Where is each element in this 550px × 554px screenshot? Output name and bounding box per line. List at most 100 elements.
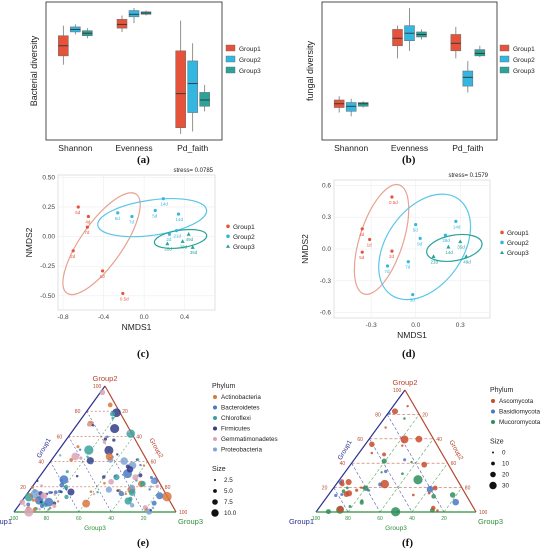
- point-label: 49d: [186, 237, 194, 242]
- data-point: [446, 244, 451, 249]
- box: [128, 10, 140, 18]
- point-label: 3d: [410, 298, 416, 303]
- legend-swatch: [213, 405, 217, 410]
- point-label: 4d: [85, 219, 91, 224]
- ternary-point: [112, 438, 116, 442]
- legend-swatch: [225, 44, 236, 52]
- ternary-point: [380, 479, 389, 489]
- ternary-point: [69, 458, 73, 462]
- size-legend-dot: [491, 461, 495, 466]
- ternary-side-label: Group2: [147, 437, 164, 460]
- group-ellipse: [426, 233, 483, 262]
- ternary-point: [52, 503, 57, 509]
- stress-label: stress= 0.1579: [448, 173, 488, 179]
- ternary-tick-label: 40: [38, 460, 44, 466]
- y-axis-label: Bacterial diversity: [29, 35, 39, 106]
- ternary-point: [26, 502, 31, 507]
- data-point: [443, 233, 448, 237]
- ternary-point: [162, 491, 172, 502]
- ternary-tick-label: 40: [136, 434, 142, 440]
- ternary-point: [92, 492, 96, 496]
- data-point: [165, 241, 170, 246]
- point-label: 2d: [389, 254, 395, 259]
- ternary-point: [360, 499, 364, 503]
- y-axis-label: fungal diversity: [305, 40, 315, 101]
- ternary-point: [129, 484, 136, 491]
- ternary-point: [106, 435, 109, 438]
- ternary-tick-label: 80: [165, 485, 171, 491]
- ternary-point: [128, 496, 133, 502]
- size-legend-label: 20: [502, 472, 510, 479]
- y-tick-label: -0.25: [40, 263, 55, 270]
- ternary-point: [75, 474, 79, 478]
- ternary-tick-label: 100: [393, 388, 402, 394]
- box: [345, 102, 357, 112]
- ternary-grid-line: [46, 411, 120, 513]
- ternary-point: [86, 456, 89, 459]
- point-label: 14d: [176, 217, 184, 222]
- ternary-point: [102, 475, 106, 479]
- ternary-point: [59, 482, 65, 488]
- ternary-axis: [404, 389, 477, 513]
- ternary-point: [156, 492, 164, 500]
- legend-label: Group1: [507, 230, 529, 237]
- x-tick-label: Evenness: [115, 143, 152, 153]
- ternary-point: [91, 423, 95, 427]
- ternary-point: [449, 492, 456, 498]
- point-label: 21d: [431, 259, 439, 264]
- ternary-point: [125, 464, 130, 469]
- ternary-point: [366, 488, 370, 491]
- ternary-point: [128, 489, 136, 496]
- data-point: [390, 195, 394, 199]
- legend-label: Group3: [507, 250, 529, 257]
- ternary-point: [64, 494, 69, 500]
- ternary-point: [413, 475, 423, 485]
- data-point: [406, 260, 410, 264]
- box: [450, 34, 462, 52]
- ternary-tick-label: 20: [20, 485, 26, 491]
- data-point: [414, 222, 418, 227]
- plot-panel: [57, 174, 216, 311]
- ternary-point: [139, 480, 146, 487]
- point-label: 28d: [164, 247, 172, 252]
- group-ellipse: [97, 198, 208, 238]
- legend-label: Chloroflexi: [221, 415, 251, 422]
- ternary-point: [19, 499, 26, 505]
- size-legend-dot: [490, 471, 496, 478]
- ternary-point: [118, 490, 124, 497]
- point-label: 35d: [457, 245, 465, 250]
- data-point: [360, 227, 364, 231]
- point-label: 2d: [70, 254, 76, 259]
- data-point: [190, 245, 195, 249]
- ternary-grid-line: [369, 438, 413, 513]
- data-point: [176, 212, 181, 216]
- legend-label: Group2: [233, 234, 255, 241]
- ternary-vertex-label: Group2: [392, 378, 417, 387]
- ternary-point: [78, 448, 82, 451]
- data-point: [161, 197, 165, 201]
- ternary-point: [336, 505, 344, 513]
- ternary-tick-label: 100: [479, 510, 488, 516]
- point-label: 9d: [417, 241, 423, 246]
- ternary-point: [29, 494, 33, 498]
- legend-swatch: [499, 55, 510, 63]
- ternary-point: [103, 437, 108, 441]
- ternary-point: [53, 493, 57, 496]
- ternary-point: [384, 469, 388, 474]
- legend-swatch: [225, 55, 236, 63]
- ternary-point: [345, 486, 349, 490]
- ternary-point: [403, 458, 407, 462]
- ternary-tick-label: 20: [441, 516, 447, 522]
- ternary-point: [48, 490, 52, 495]
- ternary-tick-label: 40: [409, 516, 415, 522]
- data-point: [76, 205, 80, 209]
- ternary-grid-line: [443, 487, 463, 513]
- legend-label: Group2: [513, 57, 535, 64]
- legend-swatch: [500, 230, 504, 235]
- y-tick-label: -0.6: [320, 310, 332, 317]
- legend-label: Group1: [233, 224, 255, 231]
- ternary-tick-label: 100: [179, 510, 188, 516]
- ternary-point: [401, 444, 404, 447]
- ternary-point: [103, 481, 106, 485]
